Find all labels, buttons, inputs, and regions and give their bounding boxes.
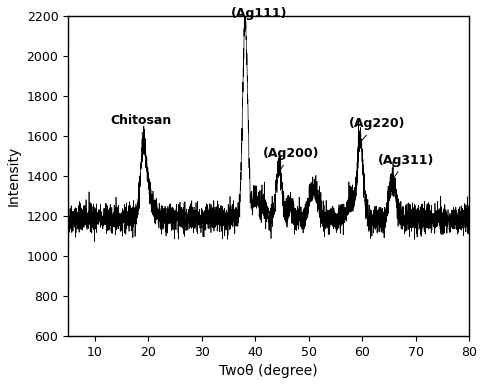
Text: (Ag200): (Ag200) (263, 147, 320, 171)
Text: (Ag220): (Ag220) (349, 117, 405, 141)
Text: Chitosan: Chitosan (111, 114, 172, 144)
Y-axis label: Intensity: Intensity (7, 146, 21, 206)
Text: (Ag111): (Ag111) (231, 7, 287, 24)
Text: (Ag311): (Ag311) (378, 154, 435, 179)
X-axis label: Twoθ (degree): Twoθ (degree) (219, 364, 318, 378)
